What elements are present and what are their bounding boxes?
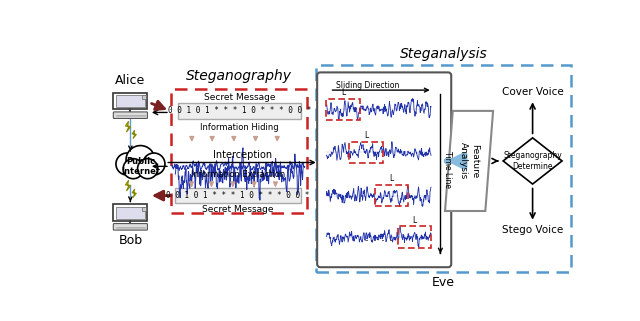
Circle shape — [126, 146, 155, 174]
Polygon shape — [503, 138, 562, 184]
Circle shape — [138, 159, 157, 179]
FancyBboxPatch shape — [142, 207, 146, 211]
Polygon shape — [445, 111, 493, 211]
Circle shape — [143, 153, 165, 175]
Text: L: L — [364, 131, 369, 140]
FancyBboxPatch shape — [116, 207, 145, 219]
Text: Feature
Analysis: Feature Analysis — [459, 142, 479, 179]
Text: Alice: Alice — [115, 74, 145, 87]
Text: 0 0 1 0 1 * * * 1 0 * * * 0 0 *: 0 0 1 0 1 * * * 1 0 * * * 0 0 * — [168, 106, 311, 116]
Polygon shape — [125, 121, 131, 132]
FancyBboxPatch shape — [317, 73, 451, 267]
Polygon shape — [132, 130, 136, 139]
Text: Information Extraction: Information Extraction — [191, 170, 285, 179]
FancyBboxPatch shape — [175, 188, 301, 203]
Text: Time Line: Time Line — [443, 151, 452, 188]
FancyBboxPatch shape — [113, 204, 147, 221]
Text: L: L — [412, 216, 417, 225]
Text: 0 0 1 0 1 * * * 1 0 * * * 0 0 *: 0 0 1 0 1 * * * 1 0 * * * 0 0 * — [166, 191, 310, 200]
Circle shape — [123, 159, 143, 179]
Polygon shape — [132, 189, 136, 197]
FancyBboxPatch shape — [116, 95, 145, 107]
FancyBboxPatch shape — [113, 93, 147, 109]
FancyBboxPatch shape — [142, 95, 146, 99]
FancyBboxPatch shape — [113, 223, 147, 230]
FancyBboxPatch shape — [178, 103, 301, 118]
Text: Steganography
Determine: Steganography Determine — [503, 151, 562, 171]
Text: Steganography: Steganography — [186, 69, 292, 83]
Text: Cover Voice: Cover Voice — [502, 87, 563, 97]
Text: Stego Voice: Stego Voice — [502, 225, 563, 235]
Text: Interception: Interception — [213, 150, 272, 160]
Text: Steganalysis: Steganalysis — [399, 47, 487, 61]
Text: Public
Internet: Public Internet — [121, 157, 160, 176]
Text: Bob: Bob — [118, 234, 143, 247]
Text: Information Hiding: Information Hiding — [200, 123, 278, 132]
Polygon shape — [125, 180, 131, 191]
Text: . . . .: . . . . — [365, 231, 393, 244]
Text: Eve: Eve — [432, 276, 455, 290]
FancyBboxPatch shape — [113, 112, 147, 118]
Text: L: L — [389, 174, 394, 183]
Circle shape — [116, 153, 138, 175]
Text: Secret Message: Secret Message — [204, 93, 275, 102]
FancyBboxPatch shape — [172, 89, 307, 213]
Text: Sliding Direction: Sliding Direction — [336, 81, 399, 90]
Text: Secret Message: Secret Message — [202, 205, 274, 214]
Text: L: L — [341, 88, 346, 97]
